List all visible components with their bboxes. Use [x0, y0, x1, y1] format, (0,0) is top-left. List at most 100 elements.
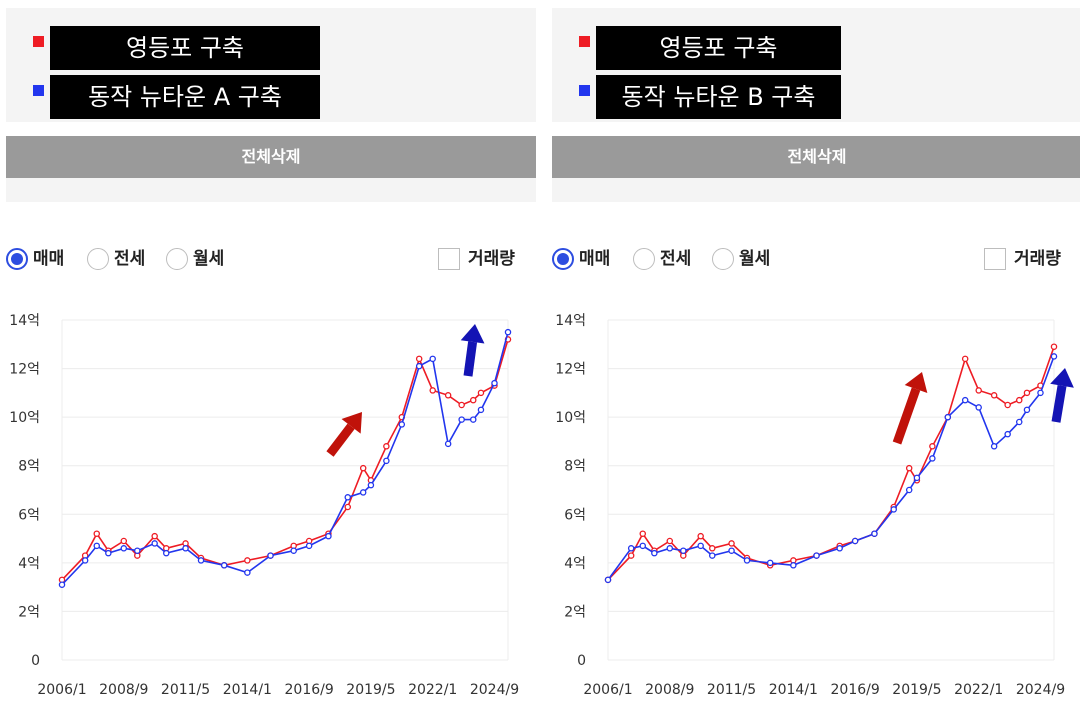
y-tick-label: 12억: [555, 362, 586, 378]
x-tick-label: 2008/9: [99, 682, 148, 698]
y-tick-label: 2억: [564, 604, 586, 620]
data-point: [305, 542, 313, 550]
x-tick-label: 2014/1: [769, 682, 818, 698]
radio-empty-icon: [166, 248, 188, 270]
radio-label: 전세: [114, 249, 146, 269]
data-point: [728, 540, 735, 547]
legend-item-blue: 동작 뉴타운 A 구축: [6, 75, 536, 119]
data-point: [151, 540, 158, 547]
data-point: [58, 581, 66, 588]
data-point: [458, 401, 465, 409]
data-point: [604, 576, 612, 584]
annotation-arrow-head: [341, 412, 362, 434]
x-tick-label: 2016/9: [831, 682, 880, 698]
data-point: [1037, 389, 1044, 397]
annotation-arrow-shaft: [892, 387, 921, 445]
radio-empty-icon: [712, 248, 734, 270]
data-point: [990, 392, 998, 399]
data-point: [429, 387, 436, 394]
data-point: [709, 545, 716, 552]
data-point: [890, 506, 897, 513]
legend-label: 동작 뉴타운 A 구축: [50, 75, 320, 119]
data-point: [105, 549, 112, 557]
data-point: [1050, 343, 1058, 350]
radio-label: 월세: [739, 249, 771, 269]
checkbox-empty-icon: [984, 248, 1006, 270]
data-point: [182, 545, 189, 552]
radio-selected-icon: [552, 248, 574, 270]
data-point: [469, 416, 477, 423]
y-tick-label: 6억: [18, 507, 40, 523]
data-point: [961, 355, 969, 363]
data-point: [491, 379, 498, 387]
data-point: [944, 413, 952, 421]
data-point: [458, 416, 465, 423]
option-row: 매매 전세 월세 거래량: [546, 244, 1080, 278]
legend-box: 영등포 구축 동작 뉴타운 B 구축: [552, 8, 1080, 122]
legend-label: 동작 뉴타운 B 구축: [596, 75, 841, 119]
legend-box: 영등포 구축 동작 뉴타운 A 구축: [6, 8, 536, 122]
y-tick-label: 8억: [18, 459, 40, 475]
data-point: [975, 404, 982, 411]
data-point: [325, 532, 332, 540]
checkbox-label: 거래량: [468, 249, 515, 269]
data-point: [639, 542, 647, 550]
x-tick-label: 2019/5: [346, 682, 395, 698]
legend-item-red: 영등포 구축: [6, 26, 536, 70]
data-point: [163, 549, 170, 557]
data-point: [905, 486, 913, 494]
data-point: [120, 545, 128, 552]
data-point: [1015, 396, 1023, 404]
price-line-chart-right: 0 2억 4억 6억 8억 10억 12억 14억 2006/1 2008/9 2011/5 2014…: [555, 313, 1074, 698]
data-point: [444, 440, 452, 448]
data-point: [766, 559, 774, 567]
annotation-arrow-head: [904, 372, 928, 393]
data-point: [1004, 401, 1011, 409]
data-point: [697, 532, 704, 540]
data-point: [477, 406, 485, 414]
clear-all-button[interactable]: 전체삭제: [6, 136, 536, 178]
data-point: [1015, 418, 1023, 426]
data-point: [151, 532, 158, 540]
radio-label: 월세: [193, 249, 225, 269]
data-point: [120, 537, 128, 545]
data-point: [344, 494, 351, 501]
data-point: [666, 545, 674, 552]
x-tick-label: 2022/1: [954, 682, 1003, 698]
x-tick-label: 2014/1: [223, 682, 272, 698]
radio-label: 매매: [579, 249, 611, 269]
data-point: [743, 557, 751, 564]
x-tick-label: 2024/9: [1016, 682, 1065, 698]
checkbox-empty-icon: [438, 248, 460, 270]
data-point: [383, 457, 390, 465]
radio-empty-icon: [87, 248, 109, 270]
data-point: [680, 547, 687, 554]
data-point: [627, 545, 635, 552]
x-tick-label: 2006/1: [583, 682, 632, 698]
data-point: [1023, 389, 1031, 397]
y-tick-label: 4억: [18, 556, 40, 572]
price-line-chart-left: 0 2억 4억 6억 8억 10억 12억 14억 2006/1 2008/9 2011/5 2014…: [9, 313, 519, 698]
data-point: [697, 542, 704, 550]
data-point: [1004, 430, 1011, 438]
annotation-arrow-shaft: [463, 341, 478, 377]
divider-strip: [6, 178, 536, 202]
y-tick-label: 6억: [564, 507, 586, 523]
checkbox-label: 거래량: [1014, 249, 1061, 269]
data-point: [929, 455, 936, 462]
red-square-icon: [33, 36, 44, 47]
data-point: [1023, 406, 1031, 414]
y-tick-label: 10억: [555, 410, 586, 426]
series-line-0: [61, 339, 509, 581]
data-point: [813, 552, 820, 559]
radio-selected-icon: [6, 248, 28, 270]
data-point: [728, 547, 735, 554]
x-tick-label: 2019/5: [892, 682, 941, 698]
radio-empty-icon: [633, 248, 655, 270]
data-point: [415, 362, 423, 370]
data-point: [790, 562, 797, 569]
y-tick-label: 14억: [555, 313, 586, 329]
y-tick-label: 2억: [18, 604, 40, 620]
clear-all-button[interactable]: 전체삭제: [552, 136, 1080, 178]
series-line-0: [607, 346, 1055, 581]
